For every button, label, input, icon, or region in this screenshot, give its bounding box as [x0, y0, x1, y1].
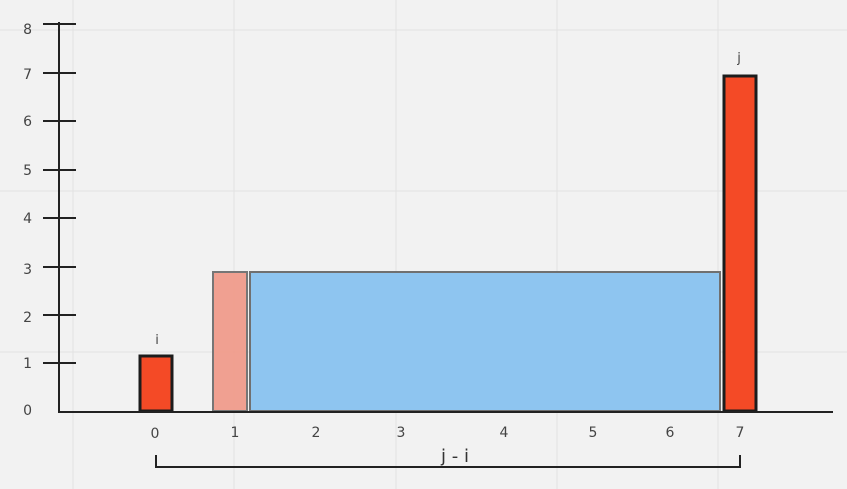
y-tick-label-4: 4: [23, 211, 32, 227]
x-tick-label-6: 6: [666, 425, 675, 441]
marker-j-label: j: [736, 51, 741, 66]
span-bracket: [155, 455, 741, 468]
y-tick-label-2: 2: [23, 310, 32, 326]
y-tick-label-6: 6: [23, 114, 32, 130]
x-tick-label-3: 3: [397, 425, 406, 441]
y-ticks: [43, 23, 76, 364]
marker-i-label: i: [155, 333, 159, 348]
y-tick-label-7: 7: [23, 67, 32, 83]
faded-bar: [212, 271, 248, 412]
x-tick-label-1: 1: [231, 425, 240, 441]
y-tick-label-3: 3: [23, 262, 32, 278]
x-tick-label-2: 2: [312, 425, 321, 441]
y-tick-label-5: 5: [23, 163, 32, 179]
x-tick-label-5: 5: [589, 425, 598, 441]
x-tick-label-7: 7: [736, 425, 745, 441]
y-tick-label-1: 1: [23, 356, 32, 372]
span-label: j - i: [440, 446, 469, 467]
y-tick-label-8: 8: [23, 22, 32, 38]
bar-i: [138, 354, 174, 413]
x-tick-label-0: 0: [151, 426, 160, 442]
bar-j: [722, 74, 758, 413]
area-rectangle: [249, 271, 721, 412]
x-tick-label-4: 4: [500, 425, 509, 441]
y-tick-label-0: 0: [23, 403, 32, 419]
